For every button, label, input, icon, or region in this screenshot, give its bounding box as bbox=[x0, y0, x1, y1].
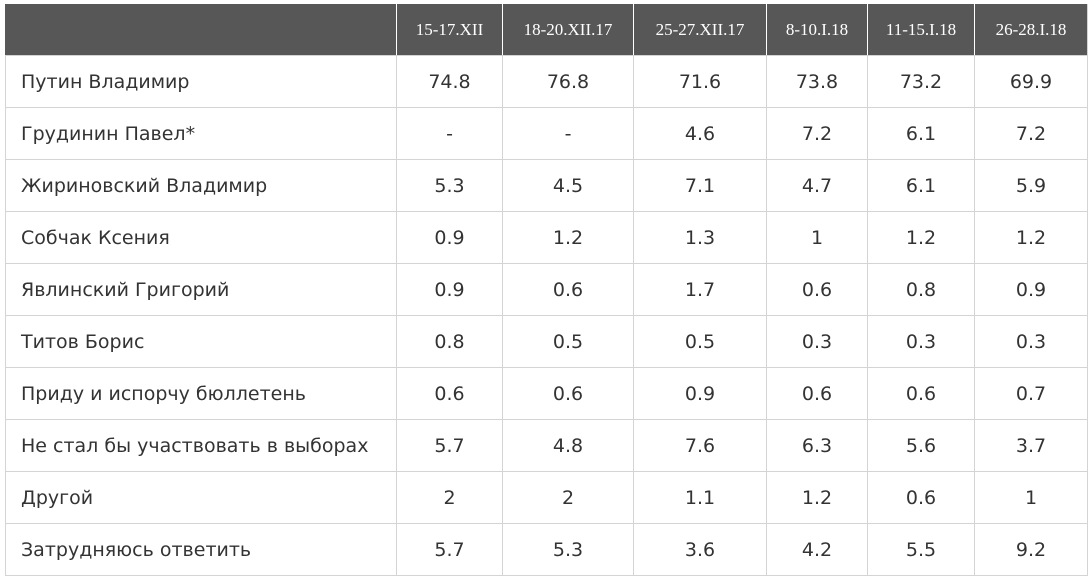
value-cell: 0.6 bbox=[766, 367, 868, 420]
header-cell-date: 18-20.XII.17 bbox=[502, 4, 634, 56]
row-label: Титов Борис bbox=[5, 315, 397, 368]
value-cell: 73.2 bbox=[867, 55, 975, 108]
table-row: Собчак Ксения 0.9 1.2 1.3 1 1.2 1.2 bbox=[5, 211, 1088, 264]
value-cell: 0.9 bbox=[633, 367, 767, 420]
header-cell-date: 25-27.XII.17 bbox=[633, 4, 767, 56]
table-row: Затрудняюсь ответить 5.7 5.3 3.6 4.2 5.5 9.2 bbox=[5, 523, 1088, 576]
row-label: Затрудняюсь ответить bbox=[5, 523, 397, 576]
row-label: Собчак Ксения bbox=[5, 211, 397, 264]
value-cell: 0.3 bbox=[974, 315, 1088, 368]
table-row: Грудинин Павел* - -4.6 7.2 6.1 7.2 bbox=[5, 107, 1088, 160]
value-cell: 73.8 bbox=[766, 55, 868, 108]
value-cell: 1.2 bbox=[867, 211, 975, 264]
value-cell: 2 bbox=[502, 471, 634, 524]
row-label: Путин Владимир bbox=[5, 55, 397, 108]
value-cell: 0.3 bbox=[766, 315, 868, 368]
value-cell: 0.8 bbox=[396, 315, 503, 368]
value-cell: - bbox=[502, 107, 634, 160]
poll-results-table: 15-17.XII 18-20.XII.17 25-27.XII.17 8-10… bbox=[5, 4, 1088, 576]
value-cell: 6.3 bbox=[766, 419, 868, 472]
value-cell: - bbox=[396, 107, 503, 160]
table-row: Жириновский Владимир 5.3 4.5 7.1 4.7 6.1 5.9 bbox=[5, 159, 1088, 212]
value-cell: 5.5 bbox=[867, 523, 975, 576]
value-cell: 0.8 bbox=[867, 263, 975, 316]
row-label: Другой bbox=[5, 471, 397, 524]
value-cell: 0.5 bbox=[633, 315, 767, 368]
poll-table-container: 15-17.XII 18-20.XII.17 25-27.XII.17 8-10… bbox=[5, 4, 1088, 576]
value-cell: 5.6 bbox=[867, 419, 975, 472]
value-cell: 0.5 bbox=[502, 315, 634, 368]
header-cell-date: 26-28.I.18 bbox=[974, 4, 1088, 56]
value-cell: 0.9 bbox=[396, 263, 503, 316]
value-cell: 1.2 bbox=[766, 471, 868, 524]
value-cell: 3.7 bbox=[974, 419, 1088, 472]
value-cell: 1.7 bbox=[633, 263, 767, 316]
table-row: Титов Борис 0.8 0.5 0.5 0.3 0.3 0.3 bbox=[5, 315, 1088, 368]
value-cell: 0.9 bbox=[396, 211, 503, 264]
value-cell: 2 bbox=[396, 471, 503, 524]
value-cell: 1 bbox=[974, 471, 1088, 524]
header-cell-date: 11-15.I.18 bbox=[867, 4, 975, 56]
row-label: Грудинин Павел* bbox=[5, 107, 397, 160]
value-cell: 4.8 bbox=[502, 419, 634, 472]
value-cell: 6.1 bbox=[867, 159, 975, 212]
value-cell: 0.6 bbox=[396, 367, 503, 420]
table-row: Приду и испорчу бюллетень 0.6 0.6 0.9 0.6 0.6… bbox=[5, 367, 1088, 420]
value-cell: 1.3 bbox=[633, 211, 767, 264]
value-cell: 3.6 bbox=[633, 523, 767, 576]
value-cell: 1.1 bbox=[633, 471, 767, 524]
value-cell: 9.2 bbox=[974, 523, 1088, 576]
table-row: Явлинский Григорий 0.9 0.6 1.7 0.6 0.8 0.9 bbox=[5, 263, 1088, 316]
header-cell-corner bbox=[5, 4, 397, 56]
value-cell: 1 bbox=[766, 211, 868, 264]
value-cell: 0.6 bbox=[502, 263, 634, 316]
header-cell-date: 15-17.XII bbox=[396, 4, 503, 56]
value-cell: 1.2 bbox=[974, 211, 1088, 264]
table-row: Не стал бы участвовать в выборах 5.7 4.8 7.… bbox=[5, 419, 1088, 472]
value-cell: 5.3 bbox=[396, 159, 503, 212]
value-cell: 0.3 bbox=[867, 315, 975, 368]
value-cell: 7.2 bbox=[766, 107, 868, 160]
value-cell: 5.3 bbox=[502, 523, 634, 576]
value-cell: 4.5 bbox=[502, 159, 634, 212]
header-row: 15-17.XII 18-20.XII.17 25-27.XII.17 8-10… bbox=[5, 4, 1088, 56]
row-label: Не стал бы участвовать в выборах bbox=[5, 419, 397, 472]
value-cell: 7.2 bbox=[974, 107, 1088, 160]
table-row: Другой 2 2 1.1 1.2 0.6 1 bbox=[5, 471, 1088, 524]
value-cell: 0.6 bbox=[766, 263, 868, 316]
value-cell: 5.7 bbox=[396, 419, 503, 472]
value-cell: 0.6 bbox=[502, 367, 634, 420]
value-cell: 7.1 bbox=[633, 159, 767, 212]
value-cell: 6.1 bbox=[867, 107, 975, 160]
row-label: Приду и испорчу бюллетень bbox=[5, 367, 397, 420]
value-cell: 71.6 bbox=[633, 55, 767, 108]
value-cell: 5.9 bbox=[974, 159, 1088, 212]
value-cell: 76.8 bbox=[502, 55, 634, 108]
value-cell: 0.7 bbox=[974, 367, 1088, 420]
value-cell: 4.6 bbox=[633, 107, 767, 160]
value-cell: 4.2 bbox=[766, 523, 868, 576]
value-cell: 7.6 bbox=[633, 419, 767, 472]
value-cell: 69.9 bbox=[974, 55, 1088, 108]
value-cell: 0.9 bbox=[974, 263, 1088, 316]
value-cell: 74.8 bbox=[396, 55, 503, 108]
value-cell: 5.7 bbox=[396, 523, 503, 576]
value-cell: 1.2 bbox=[502, 211, 634, 264]
header-cell-date: 8-10.I.18 bbox=[766, 4, 868, 56]
value-cell: 0.6 bbox=[867, 367, 975, 420]
value-cell: 0.6 bbox=[867, 471, 975, 524]
table-row: Путин Владимир 74.8 76.8 71.6 73.8 73.2 69.9 bbox=[5, 55, 1088, 108]
row-label: Явлинский Григорий bbox=[5, 263, 397, 316]
row-label: Жириновский Владимир bbox=[5, 159, 397, 212]
value-cell: 4.7 bbox=[766, 159, 868, 212]
